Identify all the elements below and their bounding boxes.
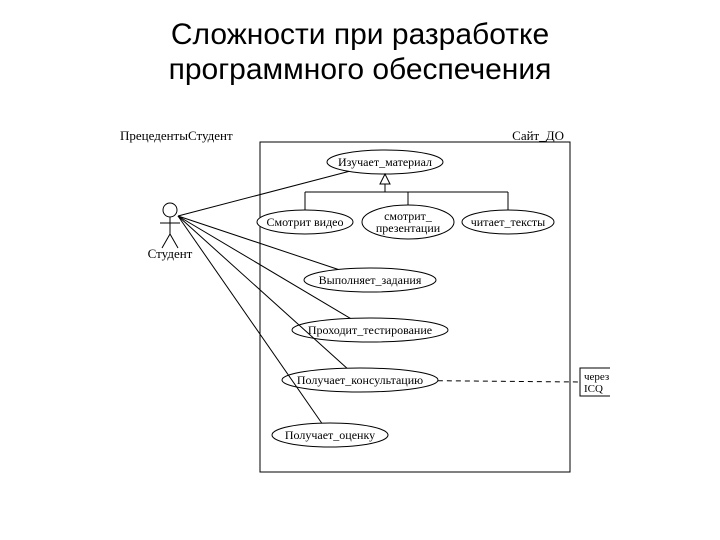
slide-title: Сложности при разработке программного об… xyxy=(0,18,720,87)
usecase-label-uc_tasks: Выполняет_задания xyxy=(319,273,422,287)
slide: Сложности при разработке программного об… xyxy=(0,0,720,540)
actor-icon xyxy=(160,203,180,248)
use-case-diagram: ПрецедентыСтудент Сайт_ДО Студент Изучает_м… xyxy=(120,130,610,490)
title-line-1: Сложности при разработке xyxy=(171,18,549,51)
usecase-label-uc_video: Смотрит видео xyxy=(266,215,343,229)
usecase-label-uc_present: смотрит_презентации xyxy=(376,209,441,235)
usecase-label-uc_texts: читает_тексты xyxy=(471,215,545,229)
actor-label: Студент xyxy=(148,246,193,261)
assoc-actor-uc_grade xyxy=(178,216,322,423)
usecase-label-uc_material: Изучает_материал xyxy=(338,155,432,169)
system-boundary-label: Сайт_ДО xyxy=(512,130,564,143)
assoc-actor-uc_material xyxy=(178,171,349,216)
usecase-label-uc_grade: Получает_оценку xyxy=(285,428,375,442)
note-link xyxy=(438,381,580,382)
title-line-2: программного обеспечения xyxy=(169,53,552,86)
assoc-actor-uc_consult xyxy=(178,216,347,368)
usecase-label-uc_consult: Получает_консультацию xyxy=(297,373,423,387)
package-label: ПрецедентыСтудент xyxy=(120,130,233,143)
usecase-label-uc_test: Проходит_тестирование xyxy=(308,323,432,337)
